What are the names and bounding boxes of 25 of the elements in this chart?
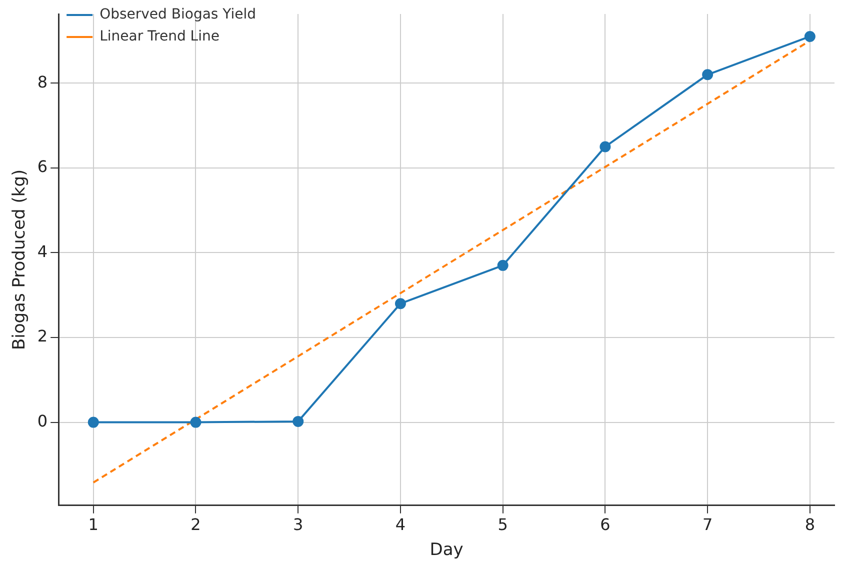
legend-label: Observed Biogas Yield: [100, 6, 256, 23]
legend-label: Linear Trend Line: [100, 28, 220, 45]
point: [292, 416, 304, 427]
x-tick-label: 1: [88, 515, 98, 534]
point: [190, 416, 202, 428]
y-tick-label: 4: [37, 242, 48, 261]
point: [394, 298, 406, 310]
y-tick-label: 6: [37, 157, 48, 176]
point: [600, 141, 611, 152]
y-tick-label: 2: [37, 326, 48, 346]
y-tick-label: 8: [37, 72, 48, 92]
point: [497, 260, 508, 271]
y-tick-label: 0: [37, 411, 48, 430]
x-tick-label: 4: [395, 515, 406, 534]
y-axis-title: Biogas Produced (kg): [10, 169, 30, 350]
x-tick-label: 5: [498, 515, 508, 534]
x-tick-label: 6: [600, 515, 610, 534]
x-tick-label: 7: [702, 515, 713, 534]
x-axis-title: Day: [430, 540, 464, 560]
x-tick-label: 8: [804, 515, 816, 534]
point: [804, 30, 816, 42]
x-tick-label: 3: [293, 515, 304, 534]
point: [702, 69, 714, 80]
point: [88, 416, 99, 428]
x-tick-label: 2: [190, 515, 201, 534]
